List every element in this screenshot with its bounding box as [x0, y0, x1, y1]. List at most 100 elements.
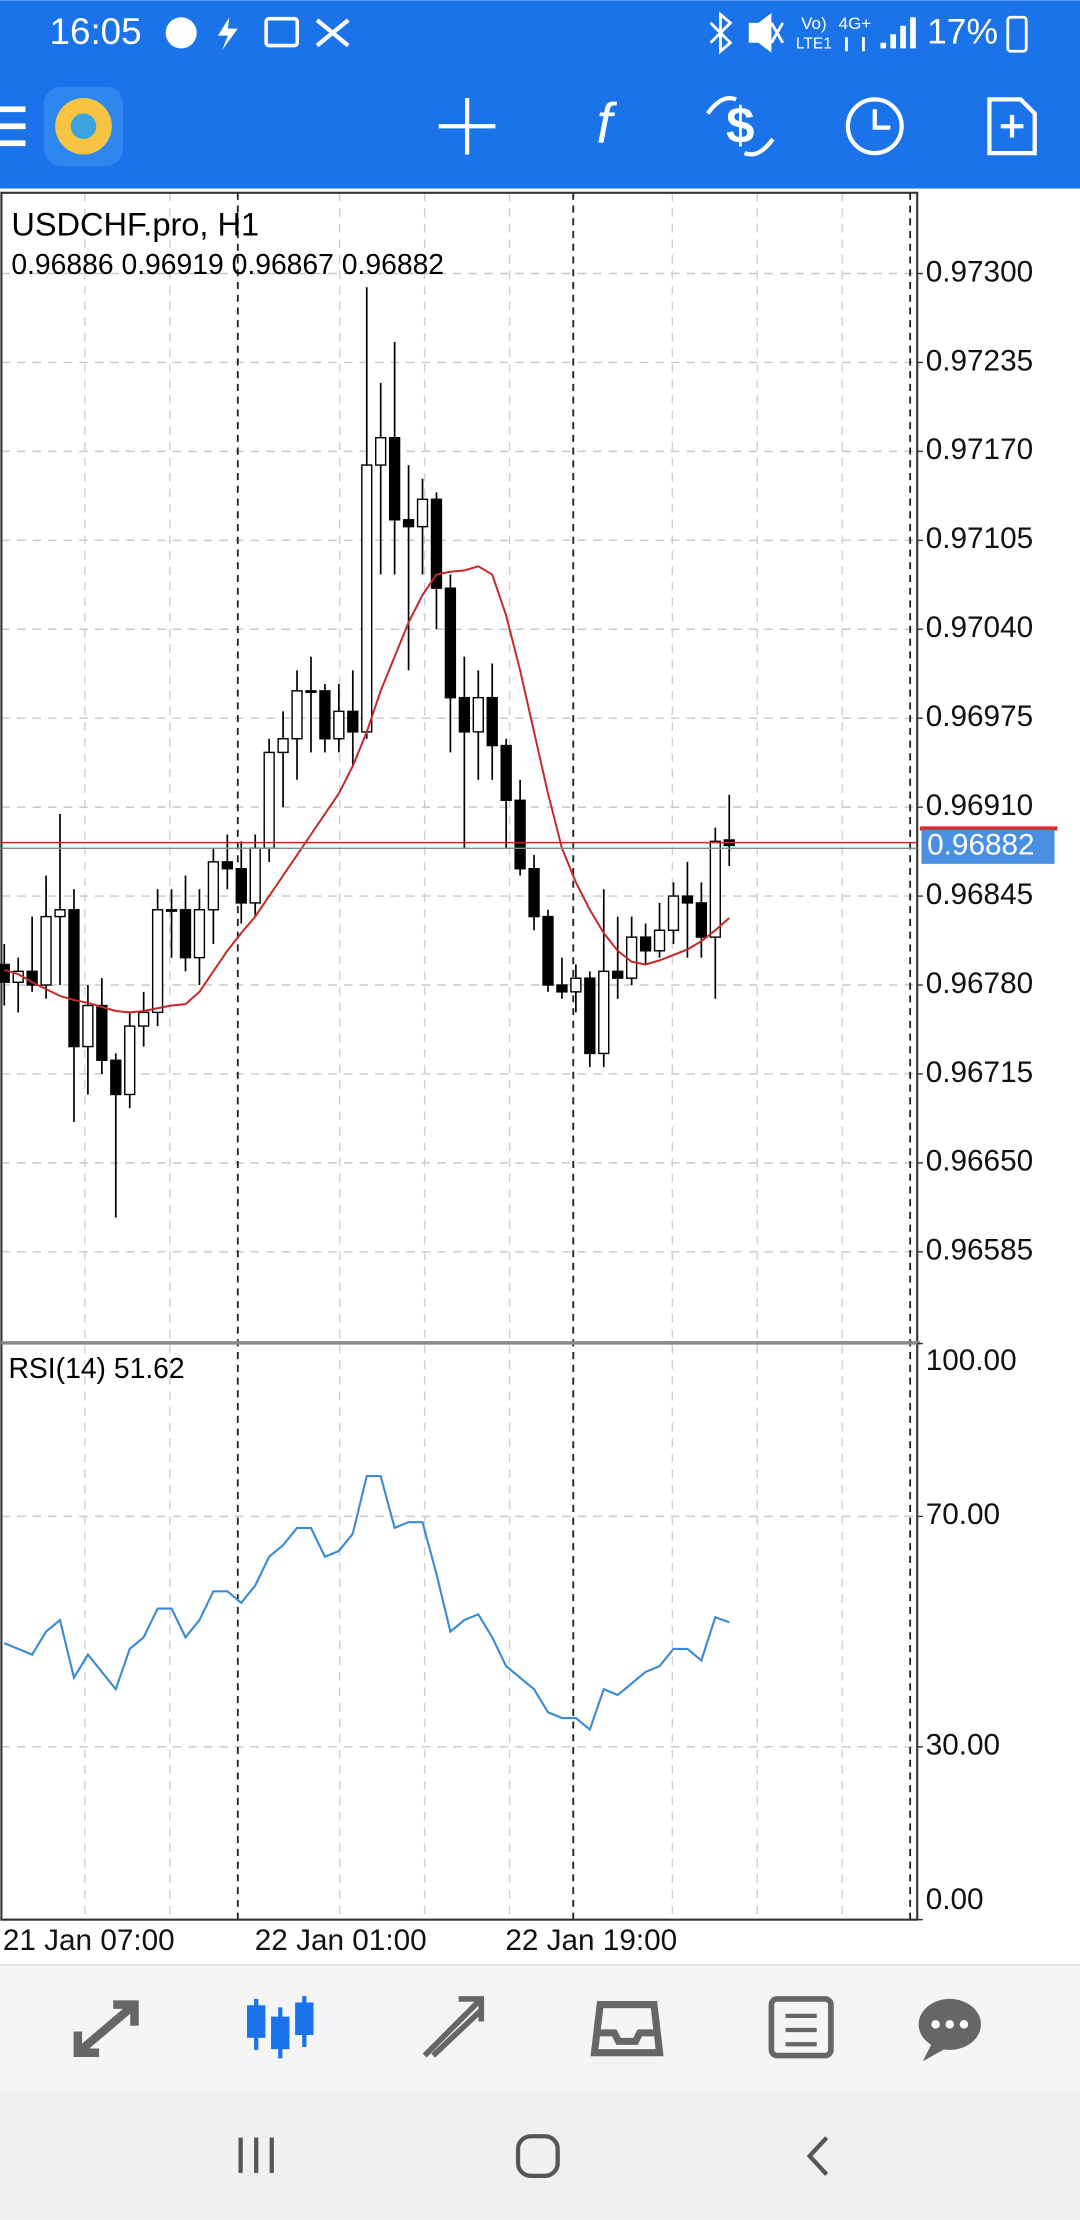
trade-arrows [706, 96, 775, 157]
y-tick-label: 0.96650 [926, 1145, 1033, 1178]
current-price-box [921, 829, 1055, 864]
y-tick-label: 0.96780 [926, 967, 1033, 1000]
y-tick-label: 0.97300 [926, 255, 1033, 288]
candle-body [40, 915, 52, 986]
y-tick-label: 0.96585 [926, 1234, 1033, 1267]
lte-label: LTE1 [796, 35, 832, 52]
candle-body [319, 690, 331, 740]
candle-body [151, 909, 164, 1014]
bottom-nav [0, 1964, 1080, 2093]
candle-body [402, 519, 415, 528]
quotes-tab[interactable] [73, 2000, 139, 2057]
y-tick-label: 0.97040 [926, 611, 1033, 644]
history-tab[interactable] [590, 2001, 664, 2057]
candle-body [249, 847, 261, 904]
candle-body [416, 498, 429, 528]
y-tick-label: 0.96715 [926, 1056, 1033, 1089]
chat-dot [931, 2020, 940, 2029]
clock-hands [872, 109, 891, 130]
y-tick-label: 30.00 [926, 1729, 1000, 1762]
bluetooth-icon [709, 11, 733, 55]
candle-body [528, 868, 540, 918]
line-icon [165, 17, 197, 49]
moving-average [3, 565, 730, 1014]
signal-icon [880, 17, 916, 49]
y-tick-label: 100.00 [926, 1344, 1017, 1377]
y-tick-label: 0.97105 [926, 522, 1033, 555]
candle-body [82, 1004, 94, 1048]
news-tab[interactable] [768, 1996, 834, 2059]
missed-call-icon [315, 18, 350, 48]
menu-button[interactable] [0, 106, 26, 147]
candle-body [263, 751, 275, 849]
charts-tab[interactable] [246, 1996, 314, 2059]
candle-body [68, 909, 80, 1048]
system-nav [0, 2092, 1080, 2220]
back-button[interactable] [806, 2136, 829, 2176]
y-tick-label: 0.96975 [926, 700, 1033, 733]
flash-icon [217, 17, 238, 50]
chart-title: USDCHF.pro, H1 [11, 206, 259, 242]
gallery-icon [264, 16, 300, 48]
y-tick-label: 0.97170 [926, 433, 1033, 466]
candle-body [54, 909, 66, 918]
day-separators [236, 192, 912, 1920]
candle-body [305, 690, 317, 693]
candle-body [681, 895, 694, 904]
home-button[interactable] [515, 2134, 560, 2178]
candle-body [110, 1059, 122, 1096]
tab-icon [295, 2002, 314, 2036]
data-arrows [845, 37, 865, 52]
time-label: 22 Jan 01:00 [255, 1924, 427, 1957]
candle-body [695, 902, 708, 938]
candle-body [667, 895, 680, 931]
candle-body [430, 498, 443, 589]
candle-body [458, 696, 471, 733]
rsi-line [3, 1474, 730, 1732]
candle-body [179, 909, 192, 959]
candle-body [375, 436, 387, 466]
candle-body [472, 696, 484, 733]
history-button[interactable] [845, 97, 904, 156]
grid [1, 192, 918, 1921]
tab-icon [246, 2005, 266, 2038]
candle-body [612, 970, 624, 979]
recents-button[interactable] [238, 2137, 274, 2174]
new-order-button[interactable] [987, 97, 1037, 156]
y-tick-label: 0.00 [926, 1883, 984, 1916]
tab-icon [271, 2016, 290, 2050]
logo-mark [70, 113, 97, 139]
status-time: 16:05 [50, 11, 142, 52]
mute-icon [748, 13, 784, 53]
candle-body [653, 929, 666, 952]
candle-body [347, 710, 359, 733]
candle-body [486, 696, 498, 747]
chat-tail [922, 2044, 946, 2062]
trade-button[interactable]: $ [726, 97, 754, 154]
candle-body [625, 936, 638, 979]
current-price-label: 0.96882 [927, 829, 1034, 862]
battery-icon [1006, 15, 1028, 53]
candle-body [570, 977, 582, 993]
candle-body [514, 799, 526, 870]
y-tick-label: 0.97235 [926, 344, 1033, 377]
candle-body [556, 984, 568, 993]
candle-body [193, 909, 206, 959]
trade-tab[interactable] [422, 1996, 485, 2058]
network-label: 4G+ [839, 14, 872, 33]
chat-dot [959, 2020, 969, 2029]
candle-body [500, 744, 512, 802]
candle-body [221, 861, 233, 870]
candle-body [542, 915, 554, 986]
crosshair-button[interactable] [438, 97, 496, 155]
candle-body [598, 970, 610, 1055]
candle-body [584, 977, 596, 1055]
candle-body [138, 1011, 150, 1027]
y-tick-label: 0.96845 [926, 878, 1033, 911]
candle-body [333, 710, 345, 740]
chart-frame [0, 191, 919, 1921]
candle-body [26, 970, 38, 986]
candle-body [291, 690, 303, 740]
volte-label: Vo) [801, 14, 826, 33]
